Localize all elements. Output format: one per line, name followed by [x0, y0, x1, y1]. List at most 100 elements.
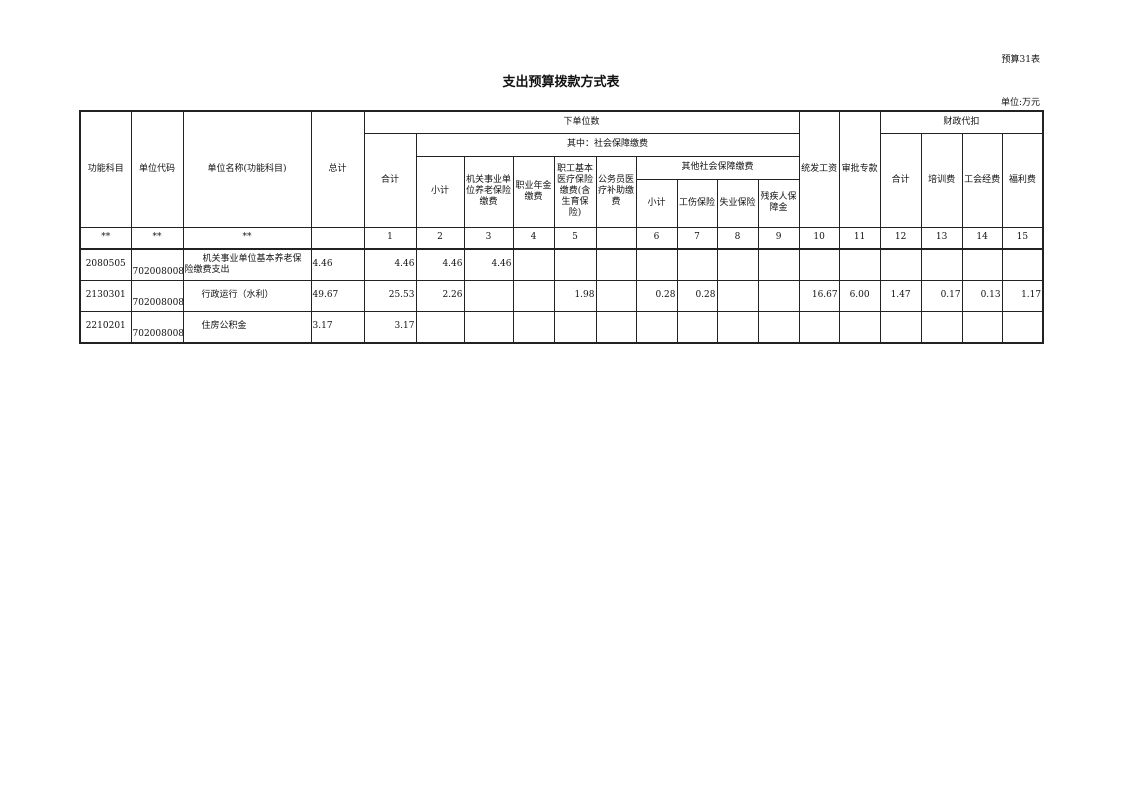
table-cell: 机关事业单位基本养老保险缴费支出	[182, 248, 312, 281]
header-fiscal: 财政代扣	[879, 110, 1044, 134]
table-cell	[920, 310, 963, 343]
header-total: 总计	[310, 110, 365, 228]
column-number	[595, 226, 637, 250]
header-func: 功能科目	[79, 110, 132, 228]
table-cell: 0.17	[920, 279, 963, 312]
table-body: ** ** ** 1 2 3 4 5 6 7 8 9 10 11 12 13 14 15 2080505 702008…	[79, 226, 1044, 343]
column-number: 15	[1001, 226, 1044, 250]
table-cell	[961, 310, 1003, 343]
table-cell	[553, 310, 597, 343]
table-cell	[512, 310, 555, 343]
table-cell	[463, 310, 514, 343]
table-row: 2080505 702008008 机关事业单位基本养老保险缴费支出 4.46 4.46…	[79, 248, 1044, 281]
table-cell: 3.17	[310, 310, 365, 343]
header-sub: 小计	[415, 155, 465, 228]
table-cell: 4.46	[463, 248, 514, 281]
table-cell: 25.53	[363, 279, 417, 312]
table-cell: 1.47	[879, 279, 922, 312]
table-cell	[1001, 310, 1044, 343]
header-pension: 机关事业单位养老保险缴费	[463, 155, 514, 228]
column-number	[310, 226, 365, 250]
table-cell	[838, 310, 881, 343]
header-salary: 统发工资	[798, 110, 840, 228]
table-cell	[879, 310, 922, 343]
table-cell	[595, 279, 637, 312]
table-cell: 0.28	[635, 279, 678, 312]
table-cell	[512, 248, 555, 281]
table-cell: 2130301	[79, 279, 132, 312]
column-number: 12	[879, 226, 922, 250]
table-cell	[716, 248, 759, 281]
table-cell: 702008008	[130, 310, 184, 343]
table-cell: 行政运行（水利）	[182, 279, 312, 312]
header-welfare: 福利费	[1001, 132, 1044, 228]
table-cell	[838, 248, 881, 281]
header-f-total: 合计	[879, 132, 922, 228]
budget-table: 功能科目 单位代码 单位名称(功能科目) 总计 下单位数 统发工资 审批专款 财…	[79, 110, 1045, 344]
header-lower-total: 合计	[363, 132, 417, 228]
table-cell: 2210201	[79, 310, 132, 343]
table-cell	[415, 310, 465, 343]
column-number: 1	[363, 226, 417, 250]
column-number-row: ** ** ** 1 2 3 4 5 6 7 8 9 10 11 12 13 14 15	[79, 226, 1044, 250]
table-cell: 4.46	[415, 248, 465, 281]
header-unemp: 失业保险	[716, 178, 759, 228]
table-cell: 6.00	[838, 279, 881, 312]
header-code: 单位代码	[130, 110, 184, 228]
column-number: 3	[463, 226, 514, 250]
table-tag: 预算31表	[1001, 55, 1040, 65]
table-cell: 0.13	[961, 279, 1003, 312]
header-annuity: 职业年金缴费	[512, 155, 555, 228]
column-number: 5	[553, 226, 597, 250]
table-cell	[512, 279, 555, 312]
table-cell: 住房公积金	[182, 310, 312, 343]
table-cell	[553, 248, 597, 281]
header-civil: 公务员医疗补助缴费	[595, 155, 637, 228]
header-special: 审批专款	[838, 110, 881, 228]
unit-label: 单位:万元	[1000, 98, 1040, 108]
table-row: 2130301 702008008 行政运行（水利） 49.67 25.53 2.26 1.…	[79, 279, 1044, 312]
table-cell: 1.17	[1001, 279, 1044, 312]
column-number: 4	[512, 226, 555, 250]
table-cell	[463, 279, 514, 312]
table-cell	[757, 279, 800, 312]
table-cell	[757, 310, 800, 343]
table-cell: 2.26	[415, 279, 465, 312]
column-number: **	[130, 226, 184, 250]
header-medical: 职工基本医疗保险缴费(含生育保险)	[553, 155, 597, 228]
table-cell	[716, 310, 759, 343]
table-cell: 702008008	[130, 279, 184, 312]
table-cell: 16.67	[798, 279, 840, 312]
table-cell	[676, 248, 718, 281]
column-number: 10	[798, 226, 840, 250]
table-cell: 4.46	[363, 248, 417, 281]
header-other-sub: 小计	[635, 178, 678, 228]
column-number: 9	[757, 226, 800, 250]
header-social: 其中：社会保障缴费	[415, 132, 800, 157]
column-number: **	[79, 226, 132, 250]
table-cell	[920, 248, 963, 281]
table-cell	[879, 248, 922, 281]
table-cell: 0.28	[676, 279, 718, 312]
table-cell: 49.67	[310, 279, 365, 312]
table-cell	[757, 248, 800, 281]
header-disab: 残疾人保障金	[757, 178, 800, 228]
table-cell: 702008008	[130, 248, 184, 281]
header-union: 工会经费	[961, 132, 1003, 228]
column-number: 8	[716, 226, 759, 250]
column-number: 7	[676, 226, 718, 250]
header-injury: 工伤保险	[676, 178, 718, 228]
table-header: 功能科目 单位代码 单位名称(功能科目) 总计 下单位数 统发工资 审批专款 财…	[79, 110, 1044, 228]
table-cell	[798, 310, 840, 343]
table-cell	[635, 248, 678, 281]
table-cell	[595, 248, 637, 281]
table-cell	[595, 310, 637, 343]
header-name: 单位名称(功能科目)	[182, 110, 312, 228]
table-row: 2210201 702008008 住房公积金 3.17 3.17	[79, 310, 1044, 343]
column-number: 11	[838, 226, 881, 250]
column-number: 2	[415, 226, 465, 250]
column-number: 6	[635, 226, 678, 250]
column-number: 13	[920, 226, 963, 250]
table-cell	[961, 248, 1003, 281]
table-cell: 3.17	[363, 310, 417, 343]
